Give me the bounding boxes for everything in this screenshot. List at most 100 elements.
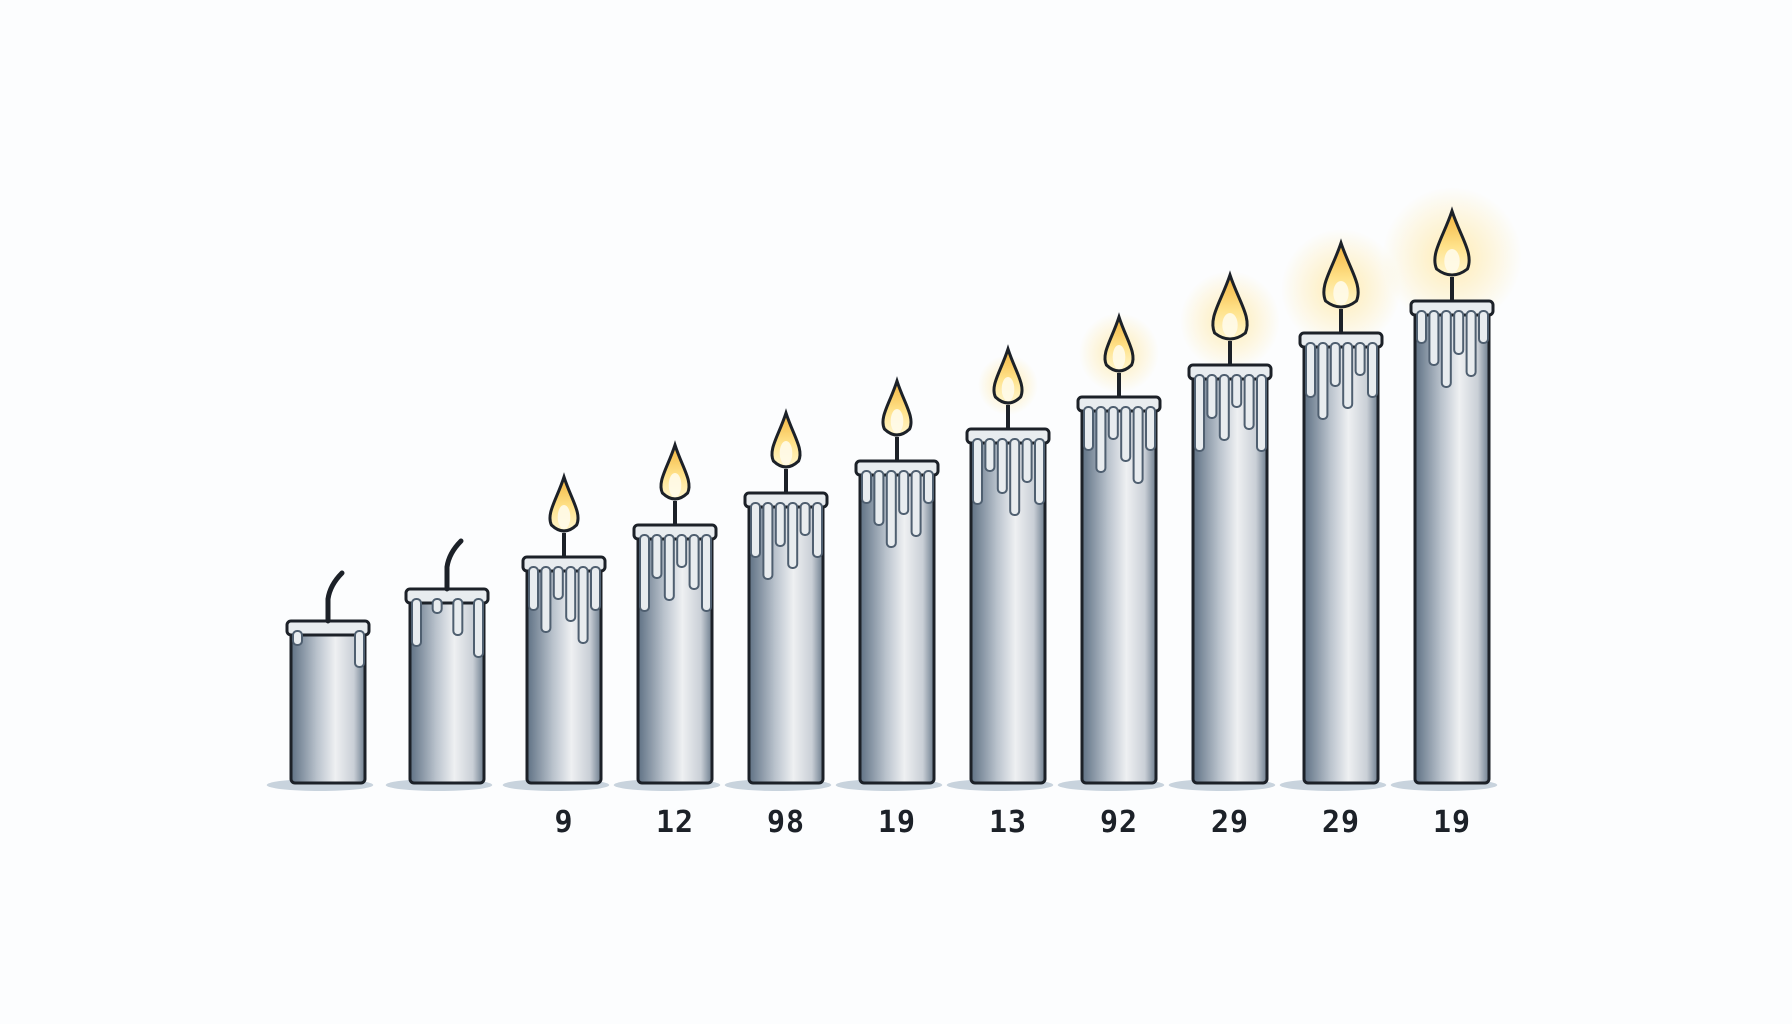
- candle-bar-6: [835, 376, 943, 791]
- wax-drip: [1009, 438, 1021, 516]
- bar-label-11: 19: [1433, 805, 1471, 840]
- wax-drip: [577, 566, 589, 644]
- wax-drip: [1034, 438, 1045, 505]
- wax-drip: [1342, 342, 1354, 409]
- wax-drip: [688, 534, 700, 590]
- wax-drip: [861, 470, 872, 504]
- flame-core: [557, 505, 571, 529]
- wax-drip: [1132, 406, 1144, 484]
- flame: [770, 408, 802, 469]
- flame-core: [779, 441, 793, 465]
- wax-drip: [431, 598, 443, 614]
- wax-drip: [1465, 310, 1477, 377]
- bar-label-7: 13: [989, 805, 1027, 840]
- candle-bar-9: [1168, 270, 1280, 791]
- wax-drip: [540, 566, 552, 633]
- candle-bar-3: [502, 472, 610, 791]
- wax-drip: [701, 534, 712, 612]
- bar-label-3: 9: [554, 805, 573, 840]
- wax-drip: [676, 534, 688, 568]
- wax-drip: [1256, 374, 1267, 452]
- wax-drip: [1107, 406, 1119, 440]
- wax-drip: [1367, 342, 1378, 398]
- wax-drip: [984, 438, 996, 472]
- wick: [325, 570, 345, 624]
- wax-drip: [774, 502, 786, 547]
- candle-bar-5: [724, 408, 832, 791]
- wax-drip: [1231, 374, 1243, 408]
- flame: [1103, 312, 1135, 373]
- wax-drip: [762, 502, 774, 580]
- wax-drip: [1329, 342, 1341, 387]
- candle-body: [858, 463, 936, 785]
- wax-drip: [1305, 342, 1316, 398]
- wax-drip: [590, 566, 601, 611]
- wax-drip: [292, 630, 303, 646]
- wax-drip: [528, 566, 539, 611]
- candle-bar-4: [613, 440, 721, 791]
- wax-drip: [663, 534, 675, 601]
- wax-drip: [996, 438, 1008, 494]
- flame: [881, 376, 913, 437]
- wax-drip: [1243, 374, 1255, 430]
- candle-body: [289, 623, 367, 785]
- wax-drip: [1083, 406, 1094, 451]
- flame: [992, 344, 1024, 405]
- wax-drip: [923, 470, 934, 504]
- wick: [444, 538, 464, 592]
- candle-body: [1413, 303, 1491, 785]
- wax-drip: [787, 502, 799, 569]
- wax-drip: [812, 502, 823, 558]
- wax-drip: [972, 438, 983, 505]
- flame-core: [890, 409, 904, 433]
- flame-core: [1333, 281, 1349, 305]
- flame-core: [1112, 345, 1126, 369]
- bar-label-8: 92: [1100, 805, 1138, 840]
- flame: [548, 472, 580, 533]
- wax-drip: [452, 598, 464, 636]
- wax-drip: [1428, 310, 1440, 366]
- bar-label-5: 98: [767, 805, 805, 840]
- wax-drip: [639, 534, 650, 612]
- wax-drip: [1021, 438, 1033, 483]
- wax-drip: [885, 470, 897, 548]
- wax-drip: [799, 502, 811, 536]
- wax-drip: [565, 566, 577, 622]
- wax-drip: [354, 630, 365, 668]
- candle-bar-10: [1279, 229, 1401, 791]
- wax-drip: [552, 566, 564, 600]
- wax-drip: [1453, 310, 1465, 355]
- candle-body: [1302, 335, 1380, 785]
- candle-body: [1080, 399, 1158, 785]
- wax-drip: [473, 598, 484, 658]
- wax-drip: [750, 502, 761, 558]
- wax-drip: [1317, 342, 1329, 420]
- flame-core: [1444, 249, 1460, 273]
- wax-drip: [1095, 406, 1107, 473]
- candle-bar-2: [385, 538, 493, 791]
- wax-drip: [1354, 342, 1366, 376]
- flame: [1211, 270, 1249, 341]
- wax-drip: [910, 470, 922, 537]
- flame: [1322, 238, 1360, 309]
- wax-drip: [898, 470, 910, 515]
- flame-core: [1001, 377, 1015, 401]
- candle-bar-8: [1057, 312, 1165, 791]
- wax-drip: [651, 534, 663, 579]
- bar-label-10: 29: [1322, 805, 1360, 840]
- flame: [659, 440, 691, 501]
- wax-drip: [1478, 310, 1489, 344]
- flame: [1433, 206, 1471, 277]
- candle-bar-7: [946, 344, 1054, 791]
- flame-core: [668, 473, 682, 497]
- wax-drip: [1145, 406, 1156, 451]
- candle-bar-11: [1382, 187, 1522, 791]
- bar-label-9: 29: [1211, 805, 1249, 840]
- wax-drip: [1218, 374, 1230, 441]
- wax-drip: [1206, 374, 1218, 419]
- flame-core: [1222, 313, 1238, 337]
- candle-bar-1: [266, 570, 374, 791]
- bar-label-4: 12: [656, 805, 694, 840]
- wax-drip: [1416, 310, 1427, 344]
